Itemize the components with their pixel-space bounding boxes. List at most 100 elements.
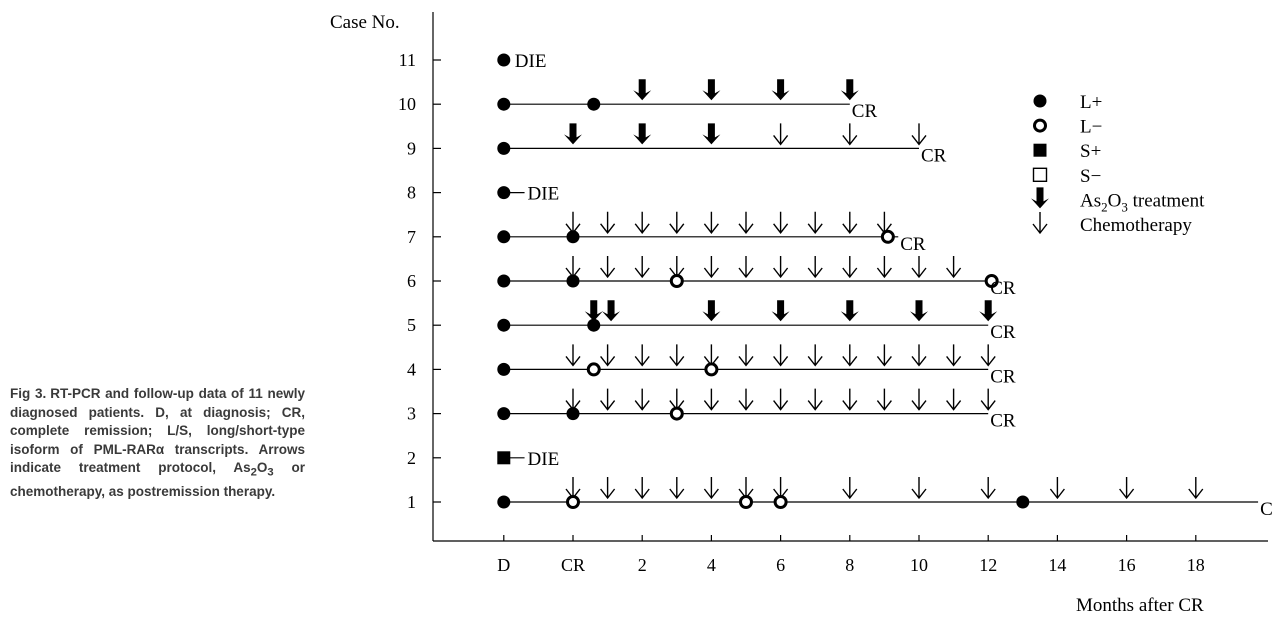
marker-s-plus	[497, 451, 511, 465]
arrow-as2o3	[602, 300, 621, 322]
x-tick-label: 10	[910, 555, 928, 575]
arrow-chemo	[738, 211, 754, 234]
legend-label: Chemotherapy	[1080, 215, 1192, 236]
arrow-chemo	[876, 388, 892, 411]
marker-l-plus	[497, 141, 511, 155]
arrow-as2o3	[633, 123, 652, 145]
arrow-chemo	[911, 123, 927, 146]
arrow-chemo	[565, 344, 581, 367]
y-tick-label: 1	[407, 492, 416, 512]
caption-sub-3: 3	[267, 467, 274, 480]
x-tick-label: 12	[979, 555, 997, 575]
arrow-chemo	[738, 256, 754, 279]
x-tick-label: 18	[1187, 555, 1205, 575]
marker-l-plus	[1016, 495, 1030, 509]
arrow-as2o3	[702, 79, 721, 101]
marker-l-plus	[497, 495, 511, 509]
axes: Case No. Months after CR	[330, 12, 1268, 616]
marker-l-plus	[497, 362, 511, 376]
y-tick-label: 6	[407, 271, 416, 291]
arrow-chemo	[1049, 477, 1065, 500]
figure-caption: Fig 3. RT-PCR and follow-up data of 11 ne…	[10, 385, 305, 501]
arrow-chemo	[669, 477, 685, 500]
marker-l-plus	[497, 53, 511, 67]
marker-l-minus	[1033, 118, 1047, 133]
marker-l-minus	[773, 495, 788, 509]
arrow-chemo	[1188, 477, 1204, 500]
x-tick-label: CR	[561, 555, 585, 575]
marker-l-plus	[497, 230, 511, 244]
marker-l-minus	[669, 274, 684, 288]
case-row: CR	[497, 79, 877, 122]
outcome-label: CR	[990, 322, 1016, 343]
y-ticks: 1 2 3 4 5 6 7 8 9 10 11	[398, 50, 441, 512]
marker-l-plus	[497, 97, 511, 111]
arrow-chemo	[807, 256, 823, 279]
caption-text-tail: or chemotherapy, as postremission therap…	[10, 460, 305, 499]
arrow-chemo	[842, 388, 858, 411]
arrow-chemo	[600, 388, 616, 411]
arrow-chemo	[600, 211, 616, 234]
x-tick-label: D	[497, 555, 510, 575]
arrow-chemo	[565, 211, 581, 234]
arrow-as2o3	[702, 123, 721, 145]
arrow-chemo	[600, 344, 616, 367]
arrow-chemo	[842, 256, 858, 279]
outcome-label: CR	[921, 145, 947, 166]
arrow-chemo	[980, 477, 996, 500]
x-tick-label: 8	[845, 555, 854, 575]
arrow-chemo	[876, 211, 892, 234]
arrow-chemo	[980, 388, 996, 411]
arrow-chemo	[842, 211, 858, 234]
marker-l-plus	[497, 318, 511, 332]
arrow-chemo	[773, 256, 789, 279]
marker-l-plus	[497, 407, 511, 421]
arrow-chemo	[634, 344, 650, 367]
x-tick-label: 4	[707, 555, 716, 575]
y-tick-label: 8	[407, 183, 416, 203]
arrow-chemo	[600, 477, 616, 500]
marker-l-minus	[566, 495, 580, 509]
caption-o: O	[256, 460, 268, 476]
outcome-label: CR	[1260, 499, 1273, 520]
x-tick-label: 6	[776, 555, 785, 575]
marker-l-plus	[1033, 94, 1047, 108]
arrow-chemo	[738, 477, 754, 500]
y-tick-label: 10	[398, 94, 416, 114]
marker-l-plus	[566, 274, 580, 288]
arrow-chemo	[634, 211, 650, 234]
outcome-label: DIE	[515, 51, 547, 72]
arrow-as2o3	[840, 79, 859, 101]
case-row: CR	[497, 256, 1016, 299]
arrow-as2o3	[771, 79, 790, 101]
marker-l-plus	[587, 97, 601, 111]
marker-l-minus	[880, 229, 895, 244]
arrow-chemo	[738, 388, 754, 411]
y-tick-label: 5	[407, 315, 416, 335]
arrow-chemo	[703, 388, 719, 411]
case-row: CR	[497, 477, 1273, 520]
marker-l-plus	[497, 274, 511, 288]
outcome-label: CR	[990, 411, 1016, 432]
arrow-chemo	[773, 211, 789, 234]
arrow-chemo	[911, 388, 927, 411]
y-tick-label: 4	[407, 359, 416, 379]
case-row: DIE	[497, 184, 559, 205]
marker-s-minus	[1032, 167, 1048, 183]
marker-l-plus	[566, 230, 580, 244]
arrow-chemo	[807, 388, 823, 411]
outcome-label: CR	[852, 101, 878, 122]
case-rows: CR DIE CR CR CR CR CR DIE CR CR DIE	[497, 51, 1273, 520]
marker-s-plus	[1033, 143, 1047, 157]
arrow-chemo	[911, 477, 927, 500]
outcome-label: DIE	[528, 449, 560, 470]
outcome-label: CR	[990, 278, 1016, 299]
arrow-chemo	[842, 123, 858, 146]
arrow-chemo	[565, 477, 581, 500]
arrow-chemo	[703, 256, 719, 279]
case-row: CR	[497, 211, 926, 255]
marker-l-minus	[704, 362, 719, 377]
case-row: CR	[497, 300, 1016, 343]
arrow-as2o3	[910, 300, 928, 322]
